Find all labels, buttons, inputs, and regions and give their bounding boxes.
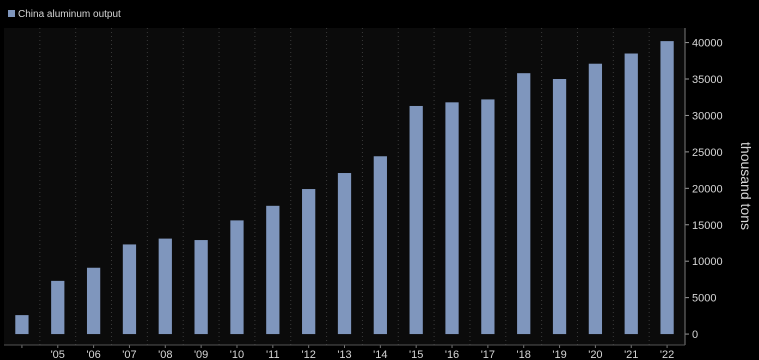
bar: [15, 315, 29, 335]
bar: [588, 63, 603, 335]
legend-label: China aluminum output: [18, 9, 121, 20]
y-tick-label: 10000: [692, 256, 723, 268]
y-tick-label: 30000: [692, 110, 723, 122]
bar: [373, 156, 387, 335]
x-axis-ticks: '05 '06 '07 '08 '09 '10 '11 '12 '13 '14 '15 '16 '17 '…: [21, 345, 674, 360]
x-tick-label: '15: [409, 349, 423, 360]
y-tick-label: 0: [692, 329, 698, 341]
y-tick-label: 15000: [692, 220, 723, 232]
bar: [481, 99, 495, 335]
y-tick-label: 25000: [692, 147, 723, 159]
x-tick-label: '11: [266, 349, 280, 360]
x-tick-label: '07: [122, 349, 136, 360]
gridlines: [39, 28, 650, 345]
x-tick-label: '22: [660, 349, 674, 360]
x-tick-label: '17: [481, 349, 495, 360]
bar: [86, 267, 101, 335]
bar: [122, 244, 137, 335]
x-tick-label: '06: [86, 349, 100, 360]
y-tick-label: 5000: [692, 293, 716, 305]
y-tick-label: 40000: [692, 38, 723, 50]
x-tick-label: '20: [588, 349, 602, 360]
x-tick-label: '12: [301, 349, 315, 360]
bar: [266, 205, 280, 335]
bar: [230, 220, 244, 335]
x-tick-label: '08: [158, 349, 172, 360]
x-tick-label: '16: [445, 349, 459, 360]
bar: [552, 79, 567, 335]
x-tick-label: '05: [51, 349, 65, 360]
x-tick-label: '10: [230, 349, 244, 360]
legend: China aluminum output: [8, 9, 121, 20]
x-tick-label: '19: [552, 349, 566, 360]
x-tick-label: '09: [194, 349, 208, 360]
bars: [15, 41, 674, 335]
bar: [660, 41, 674, 335]
bar: [624, 53, 638, 335]
y-axis-ticks: 0 5000 10000 15000 20000 25000 30000 35000 40000: [685, 38, 723, 341]
y-axis-title: thousand tons: [738, 142, 754, 230]
y-tick-label: 20000: [692, 183, 723, 195]
y-tick-label: 35000: [692, 74, 723, 86]
bar: [51, 280, 65, 335]
legend-swatch: [8, 10, 15, 17]
bar: [445, 102, 459, 335]
bar: [409, 105, 423, 335]
x-tick-label: '14: [373, 349, 387, 360]
bar: [517, 73, 531, 335]
bar: [337, 173, 352, 335]
x-tick-label: '18: [517, 349, 531, 360]
bar: [158, 238, 172, 335]
x-tick-label: '21: [624, 349, 638, 360]
bar: [302, 189, 316, 335]
x-tick-label: '13: [337, 349, 351, 360]
bar: [194, 240, 208, 335]
